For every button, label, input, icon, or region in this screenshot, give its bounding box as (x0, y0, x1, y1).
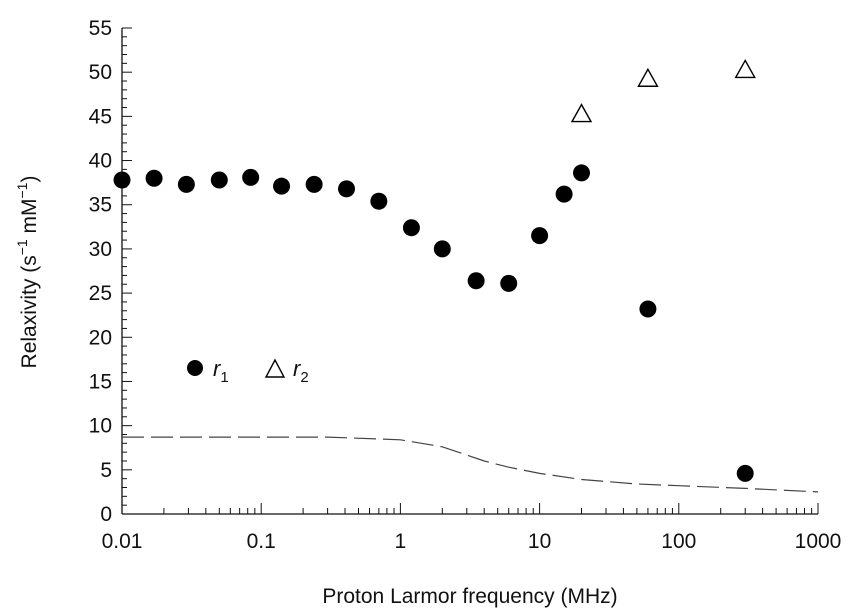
dashed-curve-layer (122, 436, 819, 493)
y-tick-label: 35 (89, 194, 112, 217)
r2-point (734, 58, 756, 79)
x-axis-label: Proton Larmor frequency (MHz) (322, 585, 617, 608)
dashed-curve (122, 436, 819, 493)
r1-point (242, 168, 260, 186)
r1-point (402, 219, 420, 237)
legend-r1-base: r (213, 356, 222, 381)
r1-point (467, 272, 485, 290)
y-tick-label: 30 (89, 238, 112, 261)
y-tick-label: 45 (89, 105, 112, 128)
x-tick-label: 0.01 (102, 530, 143, 553)
legend-r2-label: r2 (293, 356, 309, 386)
y-tick-label: 10 (89, 415, 112, 438)
y-label-exp2: −1 (14, 182, 30, 198)
r1-point (531, 227, 549, 245)
legend-r2-marker (264, 358, 286, 378)
r1-point (639, 300, 657, 318)
y-tick-label: 5 (100, 459, 112, 482)
r1-point (305, 175, 323, 193)
y-tick-label: 50 (89, 61, 112, 84)
r2-point (637, 67, 659, 87)
legend-r2-base: r (293, 356, 302, 381)
y-tick-label: 15 (89, 370, 112, 393)
legend: r1 r2 (187, 356, 309, 386)
r1-point (500, 274, 518, 292)
x-tick-label: 10 (528, 530, 551, 553)
y-axis-label: Relaxivity (s−1 mM−1) (14, 176, 41, 369)
legend-r1-sub: 1 (220, 369, 228, 386)
legend-r2-sub: 2 (300, 369, 308, 386)
y-tick-label: 55 (89, 17, 112, 40)
r1-point (113, 171, 131, 189)
r1-point (273, 177, 291, 195)
y-tick-label: 0 (100, 503, 112, 526)
data-marks (113, 58, 756, 482)
r1-point (736, 464, 754, 482)
legend-r1-marker (187, 360, 203, 376)
y-tick-label: 25 (89, 282, 112, 305)
r1-point (433, 240, 451, 258)
r2-point (570, 103, 593, 123)
x-tick-label: 1000 (795, 530, 842, 553)
y-label-base: Relaxivity (s (18, 255, 41, 368)
r1-point (370, 192, 388, 210)
y-tick-label: 20 (89, 326, 112, 349)
r1-point (337, 180, 355, 198)
ticks: 0 5 10 15 20 25 30 35 40 45 50 55 0.01 0.1 1 10 100 1000 (89, 17, 842, 553)
y-label-mid: mM (18, 198, 41, 239)
y-label-end: ) (18, 176, 41, 183)
r1-point (177, 175, 195, 193)
x-tick-label: 1 (395, 530, 407, 553)
legend-r1-label: r1 (213, 356, 229, 386)
r1-point (555, 185, 573, 203)
x-tick-label: 0.1 (247, 530, 276, 553)
r1-point (145, 169, 163, 187)
x-tick-label: 100 (661, 530, 696, 553)
y-label-exp1: −1 (14, 239, 30, 255)
axes (121, 28, 818, 515)
y-tick-label: 40 (89, 150, 112, 173)
r1-point (210, 171, 228, 189)
r1-point (573, 164, 591, 182)
